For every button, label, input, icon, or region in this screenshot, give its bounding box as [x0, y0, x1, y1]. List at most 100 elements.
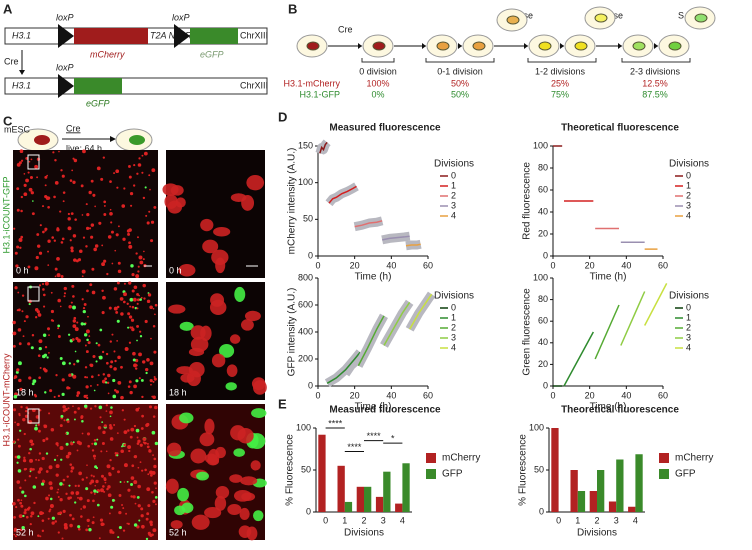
- bar: [577, 491, 586, 512]
- cell-dot: [92, 499, 95, 503]
- cell-dot: [17, 291, 20, 294]
- cell-dot: [21, 490, 25, 494]
- cell-dot: [63, 286, 67, 291]
- cell-dot: [141, 154, 144, 157]
- cell-dot: [59, 210, 62, 213]
- cell-dot: [146, 445, 150, 449]
- cell-dot: [62, 509, 66, 513]
- time-label: 52 h: [16, 527, 34, 537]
- cell-dot: [63, 522, 68, 527]
- cell-dot: [41, 205, 45, 208]
- cell-dot: [12, 440, 16, 444]
- cell-dot: [85, 245, 88, 248]
- cell-dot: [124, 347, 129, 352]
- x-axis-label: Time (h): [355, 402, 392, 413]
- cell-dot: [90, 491, 93, 494]
- cell-dot: [143, 250, 145, 253]
- nucleus-blob: [170, 520, 183, 529]
- bar: [395, 503, 403, 512]
- cell-dot: [44, 368, 48, 373]
- cell-dot: [117, 380, 122, 385]
- cell-dot: [37, 313, 42, 317]
- cell-dot: [133, 285, 138, 290]
- percent: 87.5%: [642, 89, 668, 99]
- percent: 50%: [451, 78, 469, 88]
- cell-dot: [118, 494, 122, 497]
- cell-dot: [12, 331, 17, 336]
- cell-dot: [74, 484, 77, 487]
- cell-dot: [130, 204, 133, 207]
- cell-dot: [119, 481, 122, 483]
- gene-label: mCherry: [90, 49, 125, 59]
- cell-dot: [62, 409, 66, 413]
- cell-dot: [19, 246, 22, 249]
- cell-dot: [75, 259, 79, 263]
- cell-dot: [56, 273, 61, 278]
- cell-dot: [57, 496, 60, 499]
- cell-dot: [17, 438, 20, 441]
- cell-dot: [51, 236, 55, 239]
- cell-dot: [13, 227, 16, 230]
- cell-dot: [116, 305, 120, 309]
- cell-dot: [35, 458, 38, 461]
- division-scheme: Cre S phase S phase S phase 0 division 0…: [283, 6, 716, 99]
- cell-dot: [102, 430, 106, 435]
- legend-label: mCherry: [675, 453, 713, 464]
- cell-dot: [145, 214, 148, 217]
- cell-dot: [97, 426, 102, 430]
- cell-dot: [70, 491, 75, 495]
- nucleus-blob: [204, 507, 222, 519]
- legend-title: Divisions: [669, 159, 709, 170]
- cell-dot: [20, 504, 24, 508]
- bar: [589, 491, 597, 512]
- y-tick-label: 0: [543, 250, 548, 260]
- cell-dot: [27, 265, 31, 269]
- cell-dot: [149, 520, 153, 525]
- time-label: 0 h: [16, 265, 29, 275]
- cell-dot: [121, 445, 123, 448]
- cell-dot: [136, 172, 139, 175]
- cell-dot: [37, 470, 42, 474]
- cell-dot: [96, 383, 99, 386]
- cell-dot: [152, 325, 156, 328]
- locus: ChrXIII: [240, 30, 268, 40]
- cell-dot: [55, 374, 58, 377]
- cell-dot: [71, 284, 75, 288]
- cell-dot: [48, 510, 51, 513]
- cell-dot: [153, 464, 157, 469]
- cell-dot: [133, 480, 138, 485]
- bar: [337, 465, 345, 512]
- cell-dot: [138, 157, 141, 160]
- cell-dot: [138, 407, 140, 409]
- cell-dot: [152, 499, 156, 503]
- cell-dot: [78, 496, 83, 501]
- legend-label: 2: [686, 322, 691, 332]
- cell-dot: [101, 262, 106, 267]
- cell-dot: [12, 344, 16, 348]
- cell-dot: [66, 475, 69, 478]
- cell-dot: [102, 156, 105, 159]
- cell-dot: [86, 396, 89, 400]
- cre-label: Cre: [66, 123, 81, 133]
- cell-dot: [146, 299, 151, 304]
- cell-dot: [67, 217, 71, 221]
- cell-dot: [90, 179, 94, 183]
- cell-dot: [108, 512, 111, 515]
- cell-dot: [42, 230, 45, 234]
- cell-dot: [150, 220, 155, 224]
- y-tick-label: 40: [538, 206, 548, 216]
- panel-label: A: [3, 1, 13, 16]
- cell-dot: [107, 485, 111, 489]
- loxp-site: [58, 74, 74, 98]
- cell-dot: [136, 442, 140, 445]
- series-line: [357, 315, 385, 367]
- cell-dot: [116, 452, 119, 455]
- cell-dot: [137, 466, 140, 469]
- nucleus-blob: [179, 321, 194, 331]
- cell-dot: [61, 237, 65, 241]
- bar: [570, 470, 578, 512]
- cell-dot: [74, 350, 77, 353]
- cell-dot: [100, 450, 103, 453]
- cell-dot: [37, 534, 40, 537]
- nucleus-blob: [215, 446, 226, 459]
